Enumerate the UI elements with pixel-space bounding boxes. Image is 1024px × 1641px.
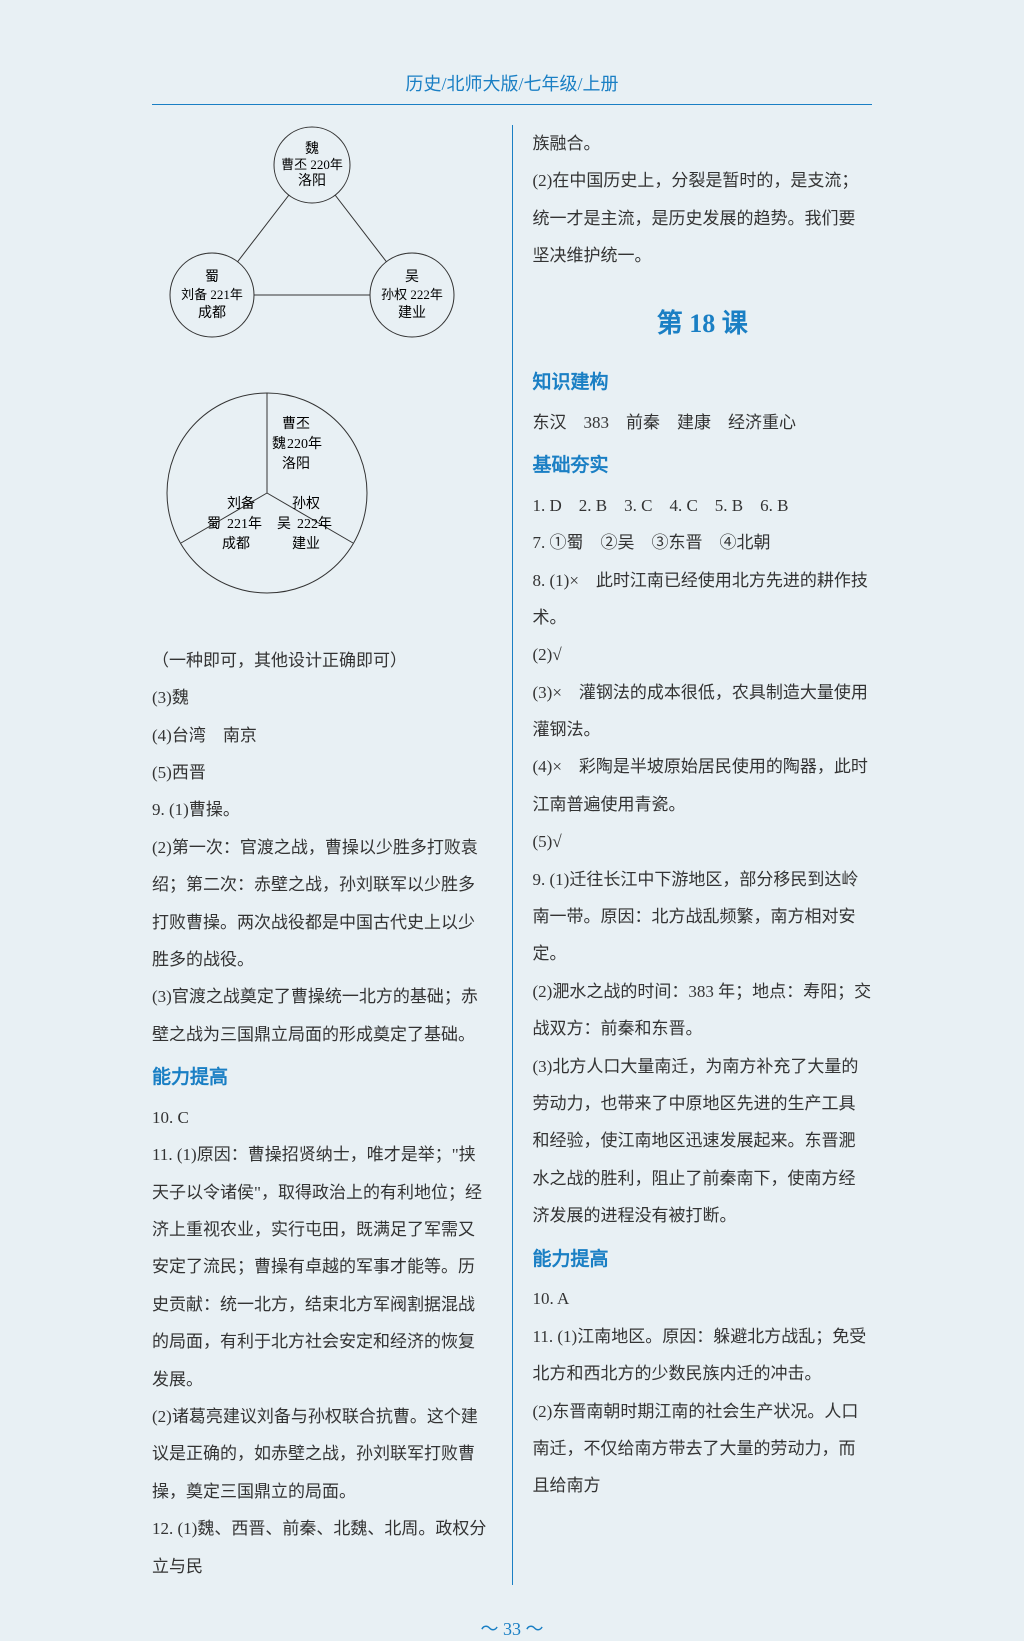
text-line: 7. ①蜀 ②吴 ③东晋 ④北朝: [533, 524, 873, 561]
text-line: （一种即可，其他设计正确即可）: [152, 642, 492, 679]
svg-text:洛阳: 洛阳: [282, 456, 310, 472]
page-number: ～ 33 ～: [152, 1615, 872, 1641]
text-line: 12. (1)魏、西晋、前秦、北魏、北周。政权分立与民: [152, 1510, 492, 1585]
text-line: (3)× 灌钢法的成本很低，农具制造大量使用灌钢法。: [533, 674, 873, 749]
svg-text:蜀: 蜀: [207, 517, 221, 532]
svg-text:魏: 魏: [305, 141, 319, 157]
svg-text:220年: 220年: [287, 436, 322, 452]
text-line: 8. (1)× 此时江南已经使用北方先进的耕作技术。: [533, 562, 873, 637]
text-line: (4)台湾 南京: [152, 717, 492, 754]
svg-text:吴: 吴: [405, 270, 419, 285]
svg-text:刘备: 刘备: [227, 495, 255, 512]
svg-text:曹丕: 曹丕: [282, 416, 310, 432]
page-header: 历史/北师大版/七年级/上册: [152, 70, 872, 105]
text-line: 9. (1)曹操。: [152, 791, 492, 828]
section-title: 知识建构: [533, 362, 873, 404]
svg-text:成都: 成都: [222, 536, 250, 552]
section-title: 能力提高: [533, 1239, 873, 1281]
circle-diagram: 曹丕 魏 220年 洛阳 孙权 吴 222年 建业 刘备 蜀 221年 成都: [152, 378, 382, 608]
text-line: 11. (1)江南地区。原因：躲避北方战乱；免受北方和西北方的少数民族内迁的冲击…: [533, 1318, 873, 1393]
svg-text:魏: 魏: [272, 436, 286, 452]
svg-text:刘备 221年: 刘备 221年: [181, 287, 243, 302]
section-title: 基础夯实: [533, 445, 873, 487]
section-title: 能力提高: [152, 1057, 492, 1099]
text-line: 9. (1)迁往长江中下游地区，部分移民到达岭南一带。原因：北方战乱频繁，南方相…: [533, 861, 873, 973]
text-line: (5)√: [533, 823, 873, 860]
svg-text:建业: 建业: [292, 536, 320, 552]
text-line: (2)淝水之战的时间：383 年；地点：寿阳；交战双方：前秦和东晋。: [533, 973, 873, 1048]
text-line: 1. D 2. B 3. C 4. C 5. B 6. B: [533, 487, 873, 524]
page: 历史/北师大版/七年级/上册 魏 曹丕 220年 洛阳 蜀 刘备 221年 成都…: [152, 0, 872, 1641]
text-line: (4)× 彩陶是半坡原始居民使用的陶器，此时江南普遍使用青瓷。: [533, 748, 873, 823]
content: 魏 曹丕 220年 洛阳 蜀 刘备 221年 成都 吴 孙权 222年 建业 曹…: [152, 125, 872, 1585]
text-line: (2)在中国历史上，分裂是暂时的，是支流；统一才是主流，是历史发展的趋势。我们要…: [533, 162, 873, 274]
svg-text:孙权 222年: 孙权 222年: [381, 287, 443, 302]
svg-text:221年: 221年: [227, 516, 262, 532]
right-column: 族融合。 (2)在中国历史上，分裂是暂时的，是支流；统一才是主流，是历史发展的趋…: [513, 125, 873, 1585]
text-line: (3)魏: [152, 679, 492, 716]
svg-text:222年: 222年: [297, 516, 332, 532]
svg-text:成都: 成都: [198, 305, 226, 321]
svg-text:吴: 吴: [277, 517, 291, 532]
text-line: 10. A: [533, 1280, 873, 1317]
text-line: (2)诸葛亮建议刘备与孙权联合抗曹。这个建议是正确的，如赤壁之战，孙刘联军打败曹…: [152, 1398, 492, 1510]
text-line: 东汉 383 前秦 建康 经济重心: [533, 404, 873, 441]
svg-text:洛阳: 洛阳: [298, 173, 326, 189]
text-line: 10. C: [152, 1099, 492, 1136]
svg-text:孙权: 孙权: [292, 496, 320, 512]
lesson-title: 第 18 课: [533, 295, 873, 352]
text-line: (5)西晋: [152, 754, 492, 791]
text-line: 族融合。: [533, 125, 873, 162]
triangle-diagram: 魏 曹丕 220年 洛阳 蜀 刘备 221年 成都 吴 孙权 222年 建业: [152, 125, 472, 345]
text-line: (3)北方人口大量南迁，为南方补充了大量的劳动力，也带来了中原地区先进的生产工具…: [533, 1048, 873, 1235]
text-line: 11. (1)原因：曹操招贤纳士，唯才是举；"挟天子以令诸侯"，取得政治上的有利…: [152, 1136, 492, 1398]
svg-text:曹丕 220年: 曹丕 220年: [281, 157, 343, 172]
svg-text:蜀: 蜀: [205, 270, 219, 285]
svg-text:建业: 建业: [398, 305, 426, 321]
text-line: (2)第一次：官渡之战，曹操以少胜多打败袁绍；第二次：赤壁之战，孙刘联军以少胜多…: [152, 829, 492, 979]
left-column: 魏 曹丕 220年 洛阳 蜀 刘备 221年 成都 吴 孙权 222年 建业 曹…: [152, 125, 512, 1585]
text-line: (2)√: [533, 636, 873, 673]
text-line: (3)官渡之战奠定了曹操统一北方的基础；赤壁之战为三国鼎立局面的形成奠定了基础。: [152, 978, 492, 1053]
